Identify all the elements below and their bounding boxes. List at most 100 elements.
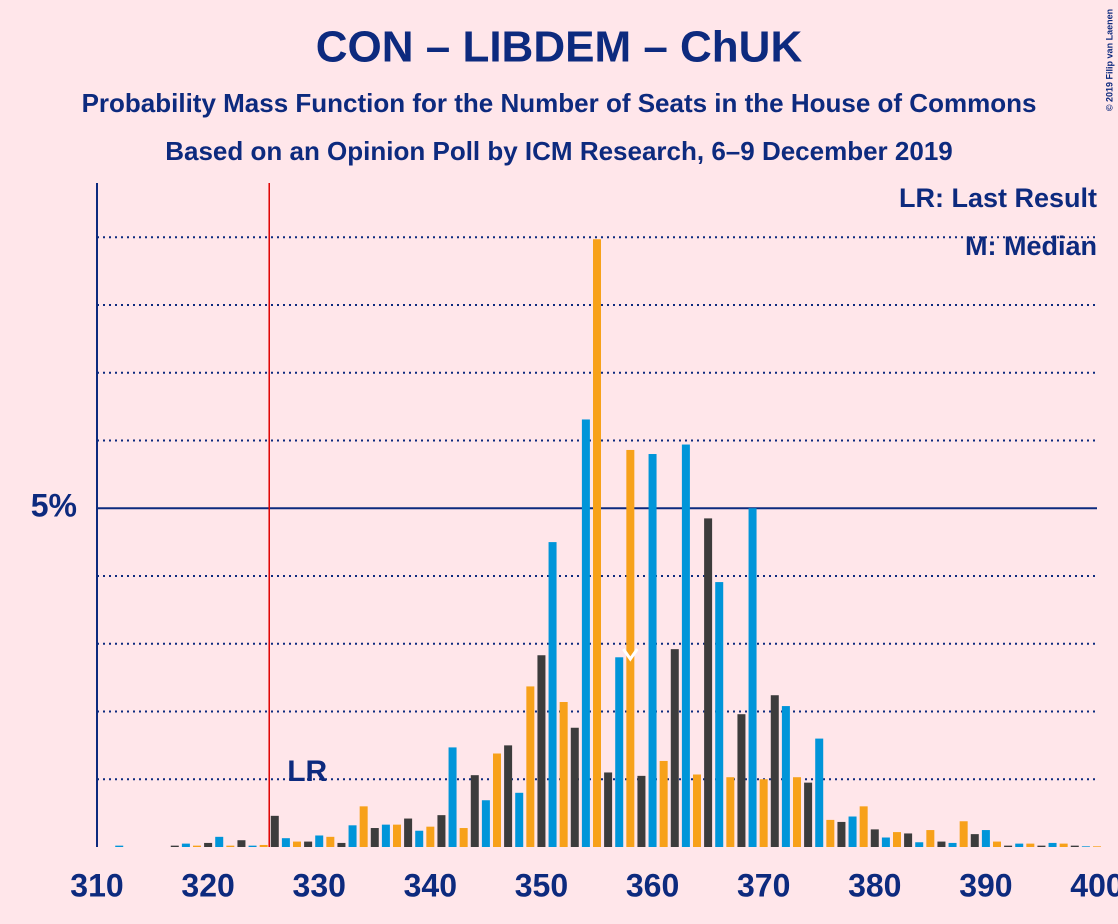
bar: [493, 753, 501, 847]
bar: [537, 655, 546, 847]
bar: [893, 832, 901, 847]
bar: [515, 792, 524, 847]
bar: [548, 542, 557, 847]
bar: [737, 714, 746, 847]
bar: [348, 825, 357, 847]
bar: [526, 686, 535, 847]
bar: [848, 816, 857, 847]
bar: [859, 806, 868, 847]
bar: [404, 818, 413, 847]
bar: [826, 819, 835, 847]
bar: [759, 779, 768, 847]
bar: [670, 649, 679, 847]
bar: [1081, 846, 1090, 847]
bar: [748, 508, 757, 847]
bar: [915, 842, 924, 847]
bar: [615, 657, 624, 847]
bar: [570, 727, 579, 847]
bar: [248, 845, 257, 847]
bar: [1026, 843, 1035, 847]
bar: [170, 845, 179, 847]
bar: [581, 419, 590, 847]
bar: [870, 829, 879, 847]
x-tick-label: 390: [959, 867, 1012, 903]
bar: [315, 835, 324, 847]
bar: [793, 777, 801, 847]
legend-entry: M: Median: [965, 231, 1097, 261]
bar: [648, 454, 657, 847]
x-tick-label: 380: [848, 867, 901, 903]
bar: [226, 845, 235, 847]
bar: [326, 836, 335, 847]
bar: [604, 772, 613, 847]
bar: [926, 830, 935, 847]
bar: [593, 239, 601, 847]
bar: [959, 821, 968, 847]
bar: [704, 518, 713, 847]
bar: [904, 833, 913, 847]
median-marker: [622, 648, 639, 662]
copyright: © 2019 Filip van Laenen: [1104, 9, 1114, 111]
bar: [181, 843, 190, 847]
bar: [259, 844, 268, 847]
bar: [1048, 842, 1057, 847]
bar: [470, 775, 479, 847]
bar: [948, 842, 957, 847]
bar: [381, 824, 390, 847]
bar: [559, 702, 568, 847]
x-tick-label: 350: [515, 867, 568, 903]
bar: [981, 830, 990, 847]
bar: [837, 821, 846, 847]
bar: [626, 449, 635, 847]
bar: [881, 837, 890, 847]
bar: [504, 745, 513, 847]
bar: [270, 815, 279, 847]
x-tick-label: 320: [181, 867, 234, 903]
bar: [293, 841, 301, 847]
x-tick-label: 330: [293, 867, 346, 903]
last-result-label: LR: [287, 755, 327, 788]
bar: [448, 747, 457, 847]
x-tick-label: 370: [737, 867, 790, 903]
y-tick-label: 5%: [31, 488, 77, 524]
bar: [693, 774, 701, 847]
x-tick-label: 310: [70, 867, 123, 903]
bar: [659, 760, 668, 847]
x-tick-label: 340: [404, 867, 457, 903]
bar: [637, 775, 646, 847]
bar: [437, 815, 446, 847]
bar: [359, 806, 368, 847]
bar: [1037, 845, 1046, 847]
bar: [804, 782, 813, 847]
bar: [337, 842, 346, 847]
chart-subtitle: Probability Mass Function for the Number…: [82, 88, 1037, 118]
bar: [970, 834, 979, 847]
bar: [715, 582, 724, 847]
bar: [426, 826, 435, 847]
bar: [281, 838, 290, 847]
bar: [726, 777, 735, 847]
bar: [1070, 845, 1079, 847]
x-tick-label: 400: [1070, 867, 1118, 903]
bar: [1093, 846, 1101, 847]
bar: [1059, 843, 1068, 847]
bar: [115, 845, 124, 847]
bar: [370, 828, 379, 847]
bar: [204, 842, 213, 847]
bar: [993, 841, 1001, 847]
bar: [1004, 845, 1013, 847]
bar: [770, 695, 779, 847]
legend-entry: LR: Last Result: [899, 183, 1097, 213]
bar: [415, 830, 424, 847]
bar: [193, 845, 201, 847]
chart-subtitle: Based on an Opinion Poll by ICM Research…: [165, 136, 953, 166]
bar: [393, 824, 401, 847]
bar: [481, 800, 490, 847]
bar: [937, 841, 946, 847]
bar: [459, 828, 468, 847]
bar: [237, 840, 246, 847]
x-tick-label: 360: [626, 867, 679, 903]
bar: [681, 444, 690, 847]
bar: [304, 841, 313, 847]
chart-title: CON – LIBDEM – ChUK: [316, 23, 803, 72]
